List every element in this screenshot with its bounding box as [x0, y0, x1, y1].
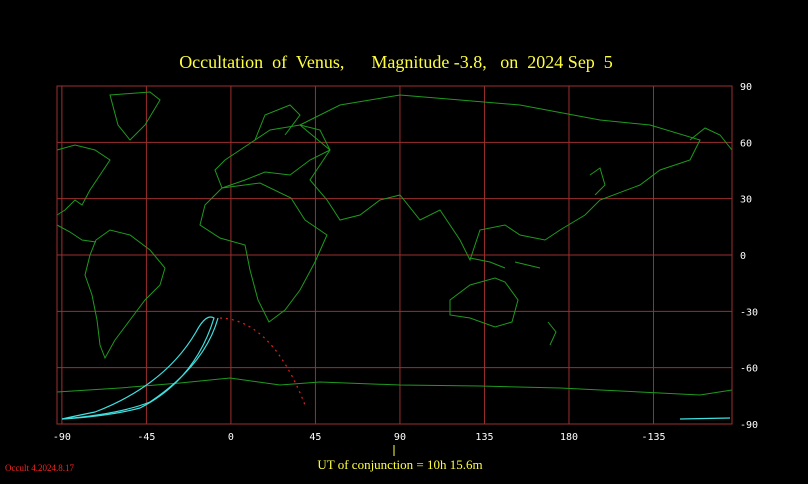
greenland [109, 91, 161, 141]
occultation-path [61, 316, 731, 420]
longitude-label: 90 [394, 432, 406, 443]
scandinavia [254, 104, 301, 141]
longitude-label: -90 [53, 432, 71, 443]
antarctica [56, 377, 733, 396]
software-credit: Occult 4.2024.8.17 [5, 463, 74, 473]
latitude-label: -60 [740, 364, 758, 375]
latitude-label: -90 [740, 420, 758, 431]
north-america [56, 144, 111, 216]
new-zealand [547, 321, 557, 346]
longitude-label: 0 [228, 432, 234, 443]
visibility-curve [61, 317, 219, 420]
australia [449, 277, 519, 328]
conjunction-time: UT of conjunction = 10h 15.6m [317, 457, 482, 472]
japan [589, 167, 606, 196]
latitude-label: 90 [740, 82, 752, 93]
asia [299, 94, 701, 262]
central-america [56, 224, 97, 243]
latitude-label: 60 [740, 138, 752, 149]
daylight-curve [219, 317, 306, 406]
europe [214, 124, 331, 189]
latitude-label: 30 [740, 195, 752, 206]
visibility-curve [679, 417, 731, 420]
longitude-label: -45 [137, 432, 155, 443]
map-frame [56, 85, 733, 425]
grid [57, 85, 732, 425]
south-america [84, 229, 166, 360]
longitude-label: 135 [475, 432, 493, 443]
latitude-label: 0 [740, 251, 746, 262]
longitude-label: -135 [641, 432, 665, 443]
latitude-label: -30 [740, 307, 758, 318]
alaska [689, 127, 733, 151]
coastlines [56, 91, 733, 396]
indonesia [469, 257, 541, 269]
longitude-label: 180 [560, 432, 578, 443]
map-title: Occultation of Venus, Magnitude -3.8, on… [179, 52, 613, 72]
longitude-label: 45 [309, 432, 321, 443]
visibility-curve [61, 316, 215, 420]
africa [199, 182, 328, 323]
